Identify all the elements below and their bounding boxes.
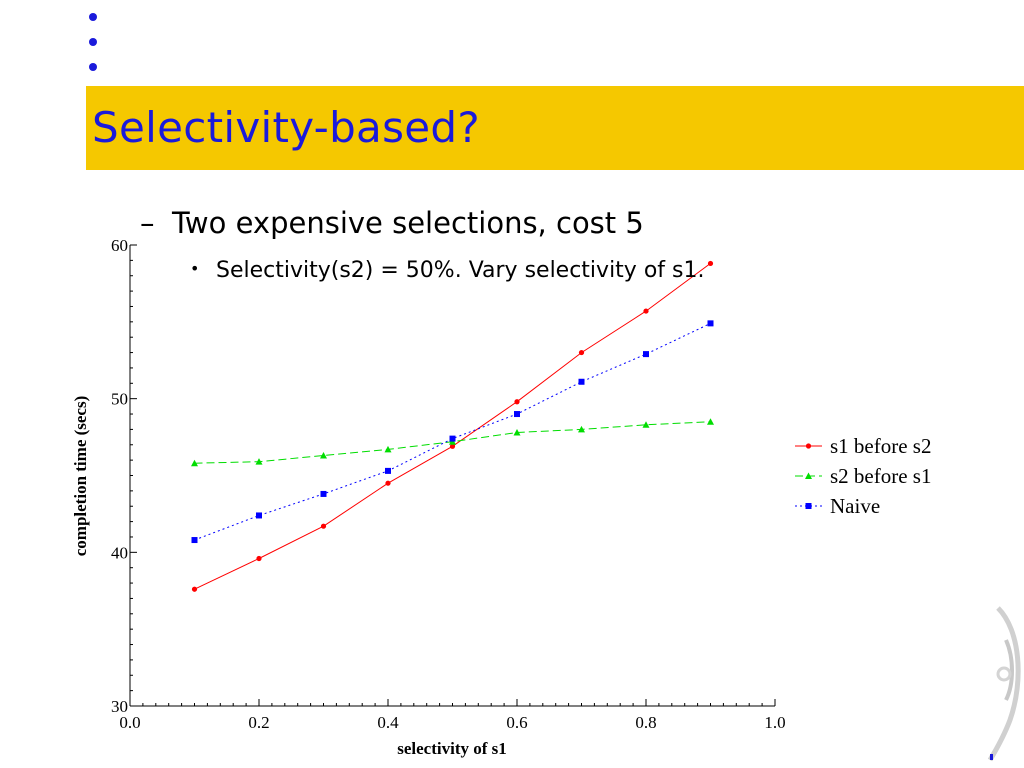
legend-marker-naive [805, 503, 812, 509]
x-tick-label: 0.0 [119, 713, 140, 732]
series-line-s1-before-s2 [194, 262, 711, 590]
data-point-s2-before-s1 [707, 418, 714, 425]
bullet-level1-marker: – [140, 206, 155, 240]
x-tick-label: 1.0 [764, 713, 785, 732]
y-tick-label: 50 [111, 390, 128, 409]
bullet-level2-text: Selectivity(s2) = 50%. Vary selectivity … [216, 258, 705, 283]
x-axis-label: selectivity of s1 [397, 739, 507, 758]
decor-dot-2 [89, 38, 97, 46]
bullet-level1: – Two expensive selections, cost 5 [140, 204, 644, 242]
chart-axes [129, 245, 775, 707]
legend-marker-s1-before-s2 [805, 443, 812, 449]
data-point-s1-before-s2 [449, 443, 456, 449]
data-point-s1-before-s2 [514, 399, 520, 405]
data-point-s2-before-s1 [642, 421, 650, 428]
chart-ticks: 30 40 50 60 0.0 0.2 0.4 0.6 0.8 1.0 [111, 236, 786, 732]
data-point-s1-before-s2 [578, 349, 585, 356]
chart-legend: s1 before s2 s2 before s1 Naive [795, 434, 931, 518]
x-tick-label: 0.2 [248, 713, 269, 732]
y-axis-label: completion time (secs) [71, 396, 90, 557]
bullet-level2: • Selectivity(s2) = 50%. Vary selectivity… [190, 254, 704, 286]
data-point-s1-before-s2 [643, 308, 649, 314]
data-point-naive [320, 490, 327, 497]
data-point-naive [256, 512, 262, 519]
bullet-level1-text: Two expensive selections, cost 5 [172, 206, 644, 240]
data-point-s1-before-s2 [385, 480, 391, 486]
x-tick-label: 0.8 [635, 713, 656, 732]
data-point-naive [707, 320, 714, 327]
series-line-naive [194, 322, 711, 541]
data-point-s2-before-s1 [320, 452, 327, 459]
data-point-s2-before-s1 [191, 459, 198, 467]
legend-marker-s2-before-s1 [805, 472, 812, 479]
data-point-naive [514, 411, 520, 418]
data-point-s2-before-s1 [384, 445, 392, 453]
data-point-s1-before-s2 [320, 523, 327, 529]
data-point-naive [643, 351, 649, 358]
data-point-s1-before-s2 [191, 586, 198, 592]
data-point-naive [449, 435, 456, 442]
chart-series [191, 260, 714, 592]
seal-watermark-icon [987, 606, 1021, 762]
slide-title: Selectivity-based? [92, 103, 480, 152]
x-tick-label: 0.4 [377, 713, 399, 732]
data-point-s2-before-s1 [255, 458, 263, 465]
legend-label-s1-before-s2: s1 before s2 [830, 434, 931, 458]
data-point-naive [578, 378, 585, 385]
bullet-level2-marker: • [190, 259, 200, 278]
data-point-naive [385, 467, 391, 474]
y-tick-label: 40 [111, 543, 128, 562]
y-tick-label: 30 [111, 697, 128, 716]
data-point-s1-before-s2 [707, 260, 714, 267]
decor-dot-3 [89, 63, 97, 71]
title-banner [86, 86, 1024, 170]
legend-label-s2-before-s1: s2 before s1 [830, 464, 931, 488]
data-point-s2-before-s1 [513, 428, 521, 436]
x-tick-label: 0.6 [506, 713, 527, 732]
data-point-naive [191, 537, 198, 544]
data-point-s1-before-s2 [256, 555, 262, 562]
data-point-s2-before-s1 [578, 425, 585, 433]
y-tick-label: 60 [111, 236, 128, 255]
decor-dot-1 [89, 13, 97, 21]
legend-label-naive: Naive [830, 494, 880, 518]
